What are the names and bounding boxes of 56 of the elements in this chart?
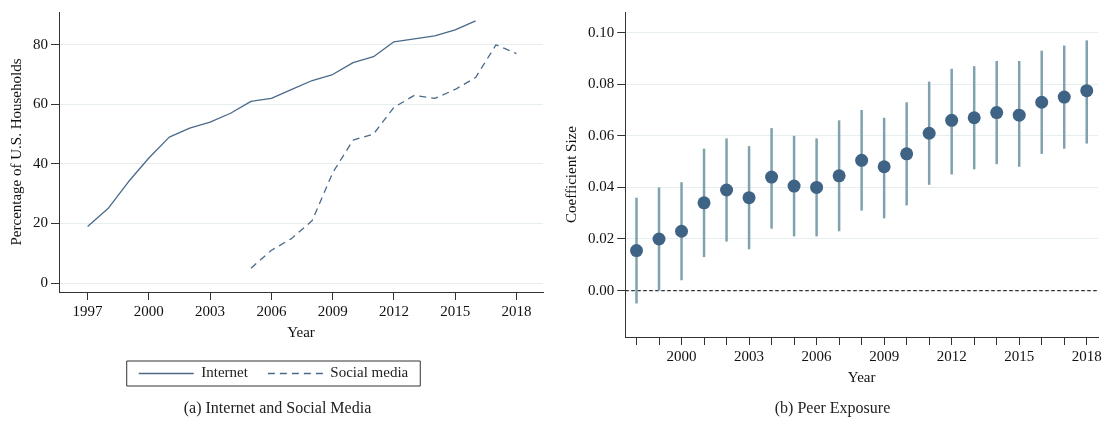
x-tick-label: 1997	[72, 302, 104, 319]
text: (a) Internet and Social Media	[182, 399, 373, 417]
x-tick-label: 2012	[936, 347, 967, 364]
y-tick-label: 0.08	[588, 75, 615, 92]
y-tick-label: 0.06	[588, 126, 615, 143]
point	[720, 183, 734, 197]
y-tick-label: 0.04	[588, 178, 615, 195]
x-tick-label: 2003	[734, 347, 765, 364]
point	[1035, 95, 1049, 109]
point	[900, 147, 914, 161]
point	[922, 126, 936, 140]
y-tick-label: 40	[33, 154, 48, 171]
x-tick-label: 2015	[440, 302, 471, 319]
point	[787, 179, 801, 193]
x-axis-title: Year	[287, 323, 315, 340]
line-series	[250, 44, 518, 269]
y-tick-label: 80	[33, 35, 48, 52]
point	[1080, 84, 1094, 98]
point	[652, 232, 666, 246]
point	[697, 196, 711, 210]
point	[1012, 108, 1026, 122]
y-axis-title: Percentage of U.S. Households	[7, 58, 24, 246]
point	[945, 113, 959, 127]
point	[810, 180, 824, 194]
point	[832, 169, 846, 183]
y-tick-label: 0.02	[588, 229, 615, 246]
x-tick-label: 2003	[195, 302, 226, 319]
point	[675, 224, 689, 238]
y-tick-label: 0.00	[588, 281, 615, 298]
x-tick-label: 2009	[869, 347, 900, 364]
y-tick-label: 60	[33, 95, 48, 112]
x-tick-label: 2000	[666, 347, 697, 364]
point	[877, 160, 891, 174]
x-tick-label: 2018	[501, 302, 532, 319]
y-tick-label: 0	[40, 274, 48, 290]
legend-label: Social media	[330, 364, 409, 381]
point	[967, 111, 981, 125]
point	[990, 106, 1004, 120]
x-tick-label: 2006	[256, 302, 287, 319]
point	[742, 191, 756, 205]
y-tick-label: 0.10	[588, 23, 615, 40]
text: (b) Peer Exposure	[773, 399, 892, 417]
point	[765, 170, 779, 184]
x-tick-label: 2009	[317, 302, 348, 319]
x-tick-label: 2000	[133, 302, 164, 319]
x-tick-label: 2006	[801, 347, 833, 364]
legend-label: Internet	[201, 364, 249, 381]
x-axis-title: Year	[847, 368, 876, 385]
point	[630, 244, 644, 258]
point	[855, 153, 869, 167]
x-tick-label: 2015	[1004, 347, 1035, 364]
x-tick-label: 2012	[378, 302, 409, 319]
y-tick-label: 20	[33, 214, 48, 231]
y-axis-title: Coefficient Size	[562, 125, 579, 223]
point	[1057, 90, 1071, 104]
x-tick-label: 2018	[1071, 347, 1102, 364]
